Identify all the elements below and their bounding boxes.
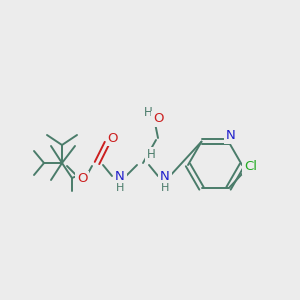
Text: H: H [144,106,152,119]
Text: O: O [153,112,163,125]
Text: H: H [161,183,169,193]
Text: Cl: Cl [244,160,257,173]
Text: N: N [160,169,170,182]
Text: H: H [116,183,124,193]
Text: N: N [244,158,254,172]
Text: H: H [147,148,155,161]
Text: N: N [226,129,236,142]
Text: O: O [77,172,87,185]
Text: O: O [108,131,118,145]
Text: N: N [115,169,125,182]
